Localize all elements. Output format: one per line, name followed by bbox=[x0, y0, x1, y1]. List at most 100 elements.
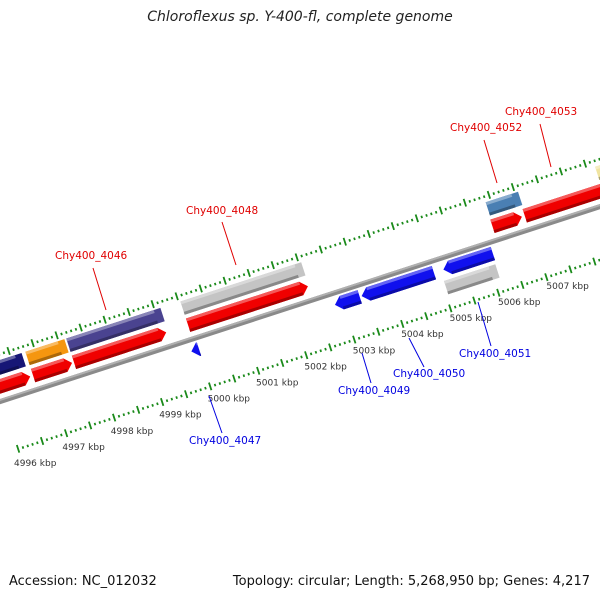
upper-tick bbox=[45, 337, 49, 341]
gene-label-chy400-4053[interactable]: Chy400_4053 bbox=[505, 106, 577, 118]
upper-tick bbox=[558, 167, 564, 176]
upper-tick bbox=[434, 210, 438, 214]
scale-label: 4996 kbp bbox=[14, 459, 57, 469]
lower-tick bbox=[300, 355, 303, 359]
upper-tick bbox=[569, 167, 572, 171]
upper-tick bbox=[444, 207, 447, 211]
lower-tick bbox=[516, 285, 519, 289]
upper-tick bbox=[266, 265, 270, 269]
upper-tick bbox=[593, 159, 596, 163]
lower-tick bbox=[74, 428, 78, 432]
reverse-gene-chy400-4051 bbox=[443, 246, 496, 275]
lower-tick bbox=[501, 289, 505, 293]
upper-tick bbox=[26, 343, 30, 347]
lower-tick bbox=[328, 343, 333, 352]
upper-tick bbox=[36, 340, 39, 344]
lower-tick bbox=[189, 391, 193, 395]
lower-tick bbox=[132, 410, 135, 414]
feature-box-chy400-4046 bbox=[66, 307, 165, 352]
lower-tick bbox=[415, 318, 419, 321]
gene-label-chy400-4047[interactable]: Chy400_4047 bbox=[189, 435, 261, 447]
upper-tick bbox=[420, 215, 423, 219]
gene-body bbox=[522, 173, 600, 223]
upper-tick bbox=[60, 332, 63, 336]
lower-tick bbox=[98, 421, 102, 424]
label-leader-line bbox=[483, 139, 498, 184]
lower-tick bbox=[309, 352, 313, 356]
upper-tick bbox=[401, 221, 404, 225]
upper-tick bbox=[242, 273, 246, 277]
upper-tick bbox=[430, 212, 433, 216]
lower-tick bbox=[429, 313, 433, 317]
lower-tick bbox=[141, 407, 145, 410]
gene-highlight bbox=[30, 358, 65, 372]
forward-gene-chy400-4052 bbox=[490, 212, 522, 233]
gene-label-chy400-4050[interactable]: Chy400_4050 bbox=[393, 368, 465, 380]
gene-label-chy400-4046[interactable]: Chy400_4046 bbox=[55, 250, 128, 262]
map-title: Chloroflexus sp. Y-400-fl, complete geno… bbox=[147, 9, 453, 25]
gene-shadow bbox=[75, 338, 162, 369]
lower-tick bbox=[391, 325, 395, 329]
lower-tick bbox=[31, 442, 34, 446]
upper-tick bbox=[468, 199, 472, 203]
upper-tick bbox=[281, 260, 284, 264]
lower-tick bbox=[304, 351, 309, 360]
upper-tick bbox=[54, 331, 59, 340]
lower-tick bbox=[352, 335, 357, 344]
gene-highlight bbox=[185, 281, 301, 322]
upper-tick bbox=[318, 245, 323, 254]
gene-highlight bbox=[443, 266, 490, 284]
scale-label: 5002 kbp bbox=[304, 362, 347, 372]
gene-body bbox=[30, 358, 73, 383]
scale-label: 4998 kbp bbox=[111, 427, 154, 437]
gene-highlight bbox=[66, 310, 155, 342]
gene-shadow bbox=[183, 274, 299, 315]
scale-label: 5006 kbp bbox=[498, 298, 541, 308]
lower-tick bbox=[151, 403, 154, 407]
lower-tick bbox=[343, 341, 346, 345]
gene-label-chy400-4052[interactable]: Chy400_4052 bbox=[450, 122, 522, 134]
gene-body bbox=[361, 266, 437, 301]
upper-tick bbox=[564, 168, 568, 172]
upper-tick bbox=[228, 277, 231, 281]
upper-tick bbox=[588, 160, 592, 164]
upper-tick bbox=[132, 309, 135, 313]
upper-tick bbox=[516, 184, 520, 188]
lower-tick bbox=[463, 302, 467, 306]
lower-tick bbox=[458, 304, 462, 307]
gene-body bbox=[191, 342, 202, 356]
upper-tick bbox=[582, 159, 588, 168]
lower-tick bbox=[564, 269, 567, 273]
gene-highlight bbox=[522, 173, 600, 213]
lower-tick bbox=[36, 441, 39, 445]
upper-tick bbox=[198, 284, 203, 293]
gene-body bbox=[185, 281, 308, 332]
lower-tick bbox=[496, 288, 501, 297]
upper-tick bbox=[550, 173, 553, 177]
upper-tick bbox=[425, 213, 428, 217]
lower-tick bbox=[127, 411, 130, 415]
upper-tick bbox=[261, 267, 265, 270]
upper-tick bbox=[222, 276, 227, 285]
scale-label: 5005 kbp bbox=[450, 314, 493, 324]
upper-tick bbox=[492, 192, 496, 196]
upper-tick bbox=[257, 268, 260, 272]
upper-tick bbox=[233, 276, 236, 280]
gene-label-chy400-4049[interactable]: Chy400_4049 bbox=[338, 385, 410, 397]
lower-tick bbox=[218, 382, 222, 385]
lower-tick bbox=[204, 386, 207, 390]
gene-label-chy400-4051[interactable]: Chy400_4051 bbox=[459, 348, 531, 360]
gene-shadow bbox=[447, 276, 493, 295]
upper-tick bbox=[276, 262, 279, 266]
upper-tick bbox=[108, 316, 111, 320]
upper-tick bbox=[462, 198, 467, 207]
upper-tick bbox=[386, 226, 390, 230]
upper-tick bbox=[141, 306, 145, 309]
gene-label-chy400-4048[interactable]: Chy400_4048 bbox=[186, 205, 258, 217]
lower-tick bbox=[232, 374, 237, 383]
lower-tick bbox=[324, 347, 327, 351]
lower-tick bbox=[530, 280, 534, 284]
gene-body bbox=[485, 191, 523, 216]
lower-tick bbox=[64, 429, 69, 438]
upper-tick bbox=[526, 181, 529, 185]
